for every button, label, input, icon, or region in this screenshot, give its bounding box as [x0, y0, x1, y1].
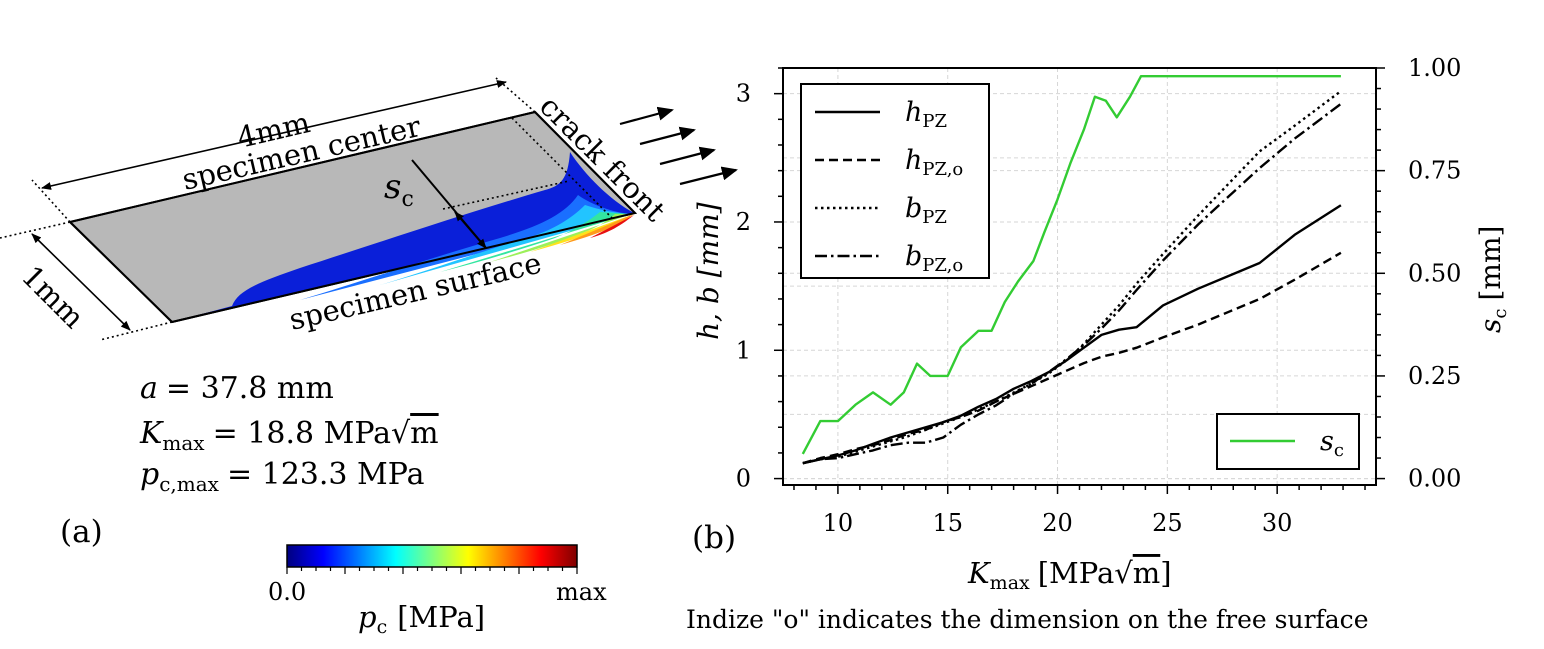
- series-line-s-c: [801, 74, 1341, 455]
- y-left-tick-label: 0: [736, 465, 751, 493]
- y-left-tick-label: 1: [736, 336, 751, 364]
- sc-label: sc: [384, 167, 414, 212]
- x-tick-label: 10: [823, 509, 854, 537]
- x-tick-label: 30: [1262, 509, 1293, 537]
- y-axis-right-label: sc[mm]: [1474, 226, 1511, 333]
- x-tick-label: 20: [1042, 509, 1073, 537]
- chart-axes: 10 15 20 25 30 0 1 2 3 0.00 0.25 0.50 0.75 1.00: [736, 54, 1462, 537]
- colorbar: 0.0 max pc [MPa]: [268, 544, 607, 638]
- y-right-tick-label: 0.75: [1408, 157, 1461, 185]
- crack-direction-arrows: [619, 106, 738, 186]
- y-right-tick-label: 0.25: [1408, 362, 1461, 390]
- colorbar-ticks: [286, 567, 578, 574]
- panel-a-label: (a): [60, 514, 103, 550]
- legend-entry-label: hPZ,o: [905, 145, 963, 180]
- series-line-b-pzo: [802, 102, 1342, 465]
- x-tick-label: 25: [1152, 509, 1183, 537]
- legend-left: hPZ hPZ,o bPZ bPZ,o: [800, 83, 990, 279]
- y-right-tick-label: 0.50: [1408, 259, 1461, 287]
- legend-left-box: [800, 83, 990, 279]
- dimension-1mm-label: 1mm: [15, 259, 91, 335]
- dimension-4mm-arrow: [41, 80, 507, 190]
- colorbar-gradient: [286, 544, 578, 568]
- caption: Indize "o" indicates the dimension on th…: [686, 605, 1368, 634]
- param-kmax: Kmax = 18.8 MPa√m: [139, 416, 439, 455]
- x-tick-label: 15: [932, 509, 963, 537]
- dimension-1mm-arrow: [31, 233, 131, 331]
- x-axis-label: Kmax [MPa√m]: [967, 556, 1172, 594]
- legend-right: sc: [1216, 413, 1360, 470]
- chart-series: [801, 74, 1342, 465]
- y-left-tick-label: 2: [736, 208, 751, 236]
- sc-double-arrow: [454, 211, 487, 249]
- param-pcmax: pc,max = 123.3 MPa: [140, 457, 425, 496]
- legend-entry-label: bPZ,o: [905, 241, 963, 276]
- y-left-tick-label: 3: [736, 80, 751, 108]
- panel-a: 4mm specimen center 1mm specimen surface…: [0, 77, 738, 638]
- legend-entry-label: sc: [1320, 426, 1344, 461]
- y-right-tick-label: 1.00: [1408, 54, 1461, 82]
- pressure-contour: [172, 152, 634, 322]
- colorbar-min-label: 0.0: [268, 578, 306, 606]
- param-a: a = 37.8 mm: [140, 371, 334, 406]
- legend-entry-label: bPZ: [905, 193, 947, 228]
- colorbar-max-label: max: [556, 578, 607, 606]
- series-line-h-pz: [802, 204, 1342, 465]
- dimension-guides: [0, 77, 613, 341]
- panel-b-label: (b): [692, 520, 736, 556]
- colorbar-title: pc [MPa]: [358, 600, 485, 638]
- legend-entry-label: hPZ: [905, 97, 947, 132]
- y-axis-left-label: h, b [mm]: [692, 202, 725, 340]
- y-right-tick-label: 0.00: [1408, 465, 1461, 493]
